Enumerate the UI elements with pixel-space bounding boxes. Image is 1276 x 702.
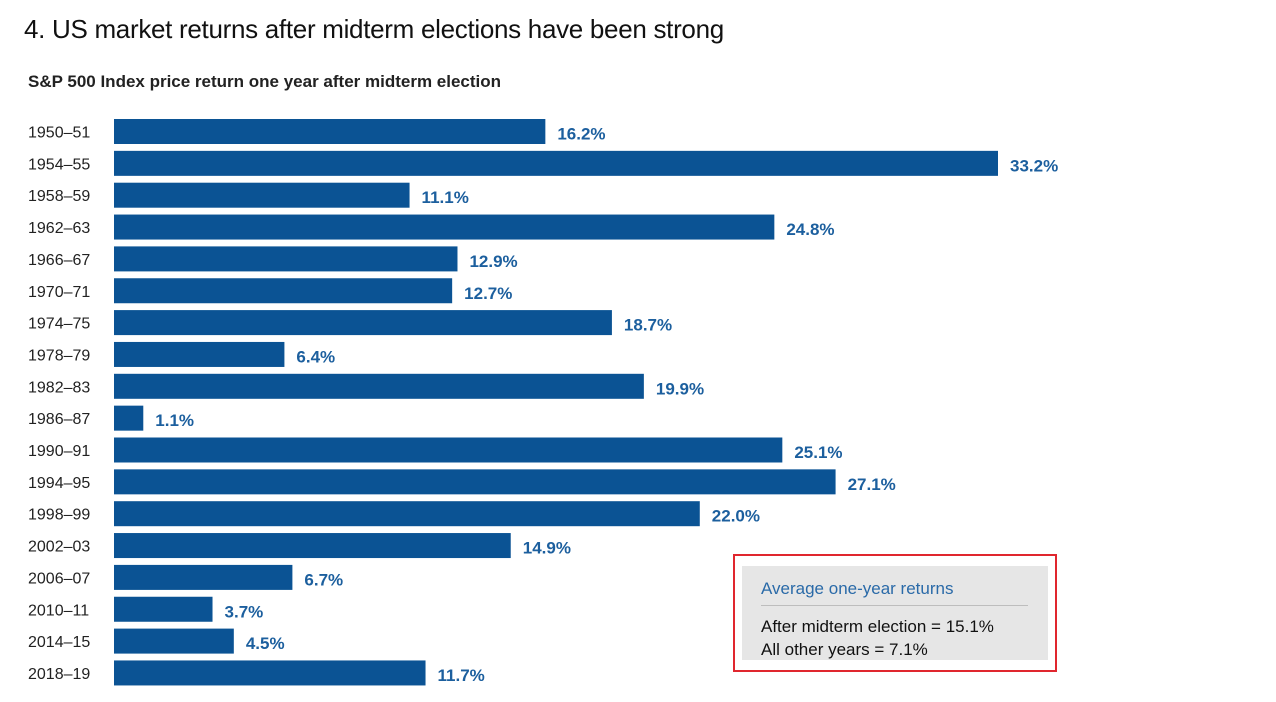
value-label-200607: 6.7% [304, 570, 343, 589]
callout-divider [761, 605, 1028, 606]
category-label-197071: 1970–71 [28, 284, 90, 301]
category-label-199899: 1998–99 [28, 507, 90, 524]
category-label-199091: 1990–91 [28, 443, 90, 460]
bar-199495 [114, 469, 836, 495]
value-label-195859: 11.1% [422, 188, 469, 207]
category-label-198687: 1986–87 [28, 411, 90, 428]
category-label-200607: 2006–07 [28, 570, 90, 587]
value-label-197071: 12.7% [464, 284, 512, 303]
callout-title: Average one-year returns [761, 579, 954, 598]
category-label-195455: 1954–55 [28, 156, 90, 173]
value-label-199495: 27.1% [848, 475, 896, 494]
value-label-199899: 22.0% [712, 507, 760, 526]
callout-other-years-average: All other years = 7.1% [761, 640, 928, 659]
category-label-201415: 2014–15 [28, 634, 90, 651]
callout-midterm-average: After midterm election = 15.1% [761, 617, 994, 636]
bar-200607 [114, 564, 293, 590]
bar-201011 [114, 596, 213, 622]
bar-196263 [114, 214, 775, 240]
bar-201415 [114, 628, 234, 654]
value-label-201011: 3.7% [225, 602, 264, 621]
category-label-201011: 2010–11 [28, 602, 89, 619]
value-label-199091: 25.1% [794, 443, 842, 462]
callout-panel: Average one-year returns After midterm e… [742, 566, 1048, 660]
value-label-201415: 4.5% [246, 634, 285, 653]
bar-198283 [114, 373, 644, 399]
category-label-197475: 1974–75 [28, 316, 90, 333]
category-label-200203: 2002–03 [28, 539, 90, 556]
category-label-197879: 1978–79 [28, 347, 90, 364]
category-label-196667: 1966–67 [28, 252, 90, 269]
category-label-195859: 1958–59 [28, 188, 90, 205]
bar-198687 [114, 405, 144, 431]
value-label-201819: 11.7% [438, 666, 485, 685]
category-label-198283: 1982–83 [28, 379, 90, 396]
chart-title: 4. US market returns after midterm elect… [24, 14, 724, 44]
bar-200203 [114, 533, 511, 559]
bar-195051 [114, 119, 546, 144]
value-label-198687: 1.1% [155, 411, 194, 430]
category-label-195051: 1950–51 [28, 125, 90, 142]
average-returns-callout: Average one-year returns After midterm e… [733, 554, 1057, 672]
bar-197475 [114, 310, 612, 336]
value-label-195455: 33.2% [1010, 156, 1058, 175]
category-label-196263: 1962–63 [28, 220, 90, 237]
chart-subtitle: S&P 500 Index price return one year afte… [28, 72, 502, 91]
value-label-197475: 18.7% [624, 316, 672, 335]
value-label-198283: 19.9% [656, 379, 704, 398]
value-label-195051: 16.2% [557, 125, 605, 144]
value-label-196667: 12.9% [469, 252, 517, 271]
bar-199899 [114, 501, 700, 527]
value-label-196263: 24.8% [786, 220, 834, 239]
bar-199091 [114, 437, 783, 463]
value-label-197879: 6.4% [296, 347, 335, 366]
category-label-201819: 2018–19 [28, 666, 90, 683]
bar-197071 [114, 278, 453, 304]
bar-196667 [114, 246, 458, 272]
bar-195455 [114, 150, 998, 176]
bar-201819 [114, 660, 426, 686]
bar-195859 [114, 182, 410, 208]
bar-197879 [114, 341, 285, 367]
value-label-200203: 14.9% [523, 539, 571, 558]
category-label-199495: 1994–95 [28, 475, 90, 492]
